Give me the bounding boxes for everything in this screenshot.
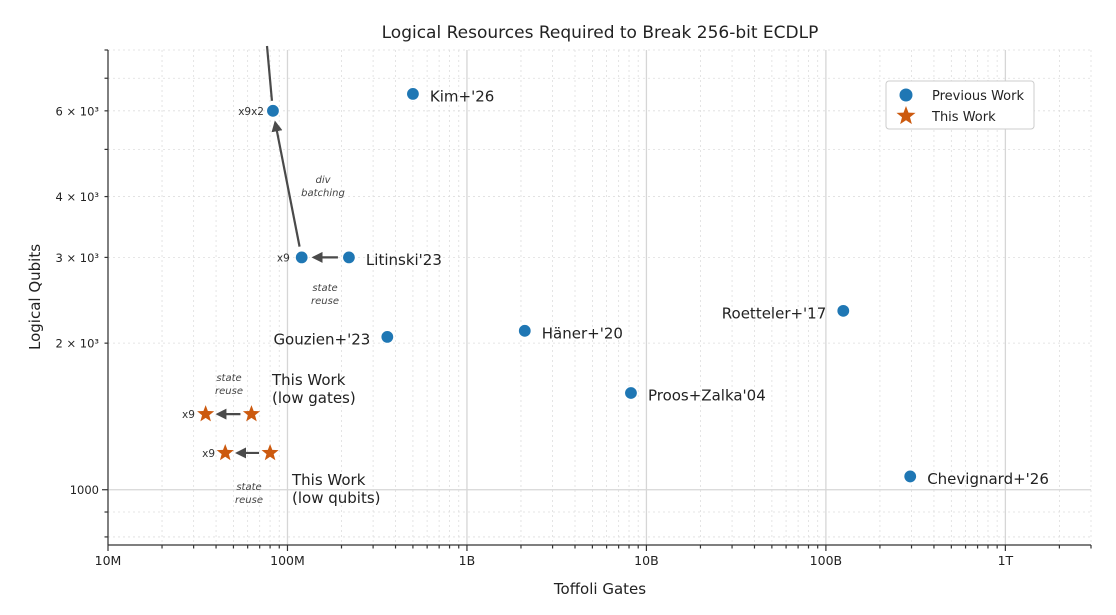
point-label: Häner+'20 — [542, 324, 623, 342]
x-tick-label: 1T — [998, 553, 1014, 568]
note-line: reuse — [311, 296, 339, 307]
x-tick-label: 10M — [95, 553, 122, 568]
note-div-batching: div batching — [301, 175, 345, 199]
previous-work-point — [265, 103, 281, 118]
point-label: Roetteler+'17 — [722, 304, 827, 322]
x-axis-label: Toffoli Gates — [553, 580, 646, 598]
legend-this-work: This Work — [931, 110, 996, 125]
y-tick-label: 2 × 10³ — [55, 337, 99, 351]
previous-work-point — [405, 86, 421, 102]
point-label: Gouzien+'23 — [273, 330, 370, 348]
previous-work-point — [294, 250, 309, 265]
note-line: state — [216, 373, 241, 384]
previous-work-point — [903, 469, 918, 484]
note-state-reuse-low-gates: state reuse — [215, 373, 243, 397]
previous-work-point — [836, 303, 851, 318]
note-line: div — [315, 175, 331, 186]
point-labels: Kim+'26 Litinski'23 Gouzien+'23 Häner+'20 Ro… — [182, 87, 1049, 507]
legend-previous-work: Previous Work — [932, 89, 1024, 104]
group-label-line: This Work — [291, 471, 366, 489]
grid — [107, 49, 1092, 545]
note-line: state — [236, 482, 261, 493]
legend-box — [885, 80, 1035, 130]
y-tick-label: 4 × 10³ — [55, 190, 99, 204]
previous-work-point — [341, 250, 357, 265]
group-label-line: (low gates) — [272, 389, 356, 407]
this-work-point — [242, 405, 261, 422]
point-label: Chevignard+'26 — [927, 470, 1049, 488]
x-tick-label: 1B — [459, 553, 476, 568]
note-state-reuse-litinski: state reuse — [311, 283, 339, 307]
this-work-point — [197, 405, 215, 422]
chart-title: Logical Resources Required to Break 256-… — [382, 23, 819, 43]
point-label: Kim+'26 — [430, 87, 494, 105]
this-work-point — [216, 443, 234, 461]
note-line: reuse — [235, 495, 263, 506]
this-work-point — [261, 443, 279, 461]
note-line: state — [312, 283, 337, 294]
y-tick-label: 6 × 10³ — [55, 104, 99, 118]
x-tick-label: 100M — [270, 553, 305, 568]
x-tick-label: 10B — [634, 553, 658, 568]
multiplier-label: x9 — [277, 252, 290, 264]
note-line: reuse — [215, 386, 243, 397]
multiplier-label: x9x2 — [238, 106, 264, 118]
x-tick-label: 100B — [810, 553, 842, 568]
multiplier-label: x9 — [202, 448, 215, 460]
data-points — [197, 86, 918, 484]
arrow-offscale — [265, 45, 274, 101]
y-tick-label: 1000 — [70, 483, 99, 497]
multiplier-label: x9 — [182, 409, 195, 421]
legend-circle-marker — [899, 88, 913, 102]
arrow — [271, 120, 301, 247]
legend: Previous Work This Work — [885, 80, 1035, 130]
previous-work-point — [380, 329, 395, 345]
group-label-line: (low qubits) — [292, 489, 381, 507]
previous-work-point — [623, 385, 639, 401]
previous-work-point — [517, 323, 532, 338]
point-label: Litinski'23 — [366, 251, 442, 269]
point-label: Proos+Zalka'04 — [648, 387, 766, 405]
axes — [107, 50, 1091, 546]
group-label-low-gates: This Work (low gates) — [271, 371, 356, 407]
ticks: 10M 100M 1B 10B 100B 1T 1000 2 × 10³ 3 × 10³ 4 × … — [55, 49, 1092, 568]
note-state-reuse-low-qubits: state reuse — [235, 482, 263, 506]
y-axis-label: Logical Qubits — [26, 244, 44, 350]
note-line: batching — [301, 188, 345, 199]
group-label-line: This Work — [271, 371, 346, 389]
y-tick-label: 3 × 10³ — [55, 251, 99, 265]
group-label-low-qubits: This Work (low qubits) — [291, 471, 381, 507]
arrows — [215, 45, 338, 459]
legend-star-marker — [896, 106, 916, 125]
